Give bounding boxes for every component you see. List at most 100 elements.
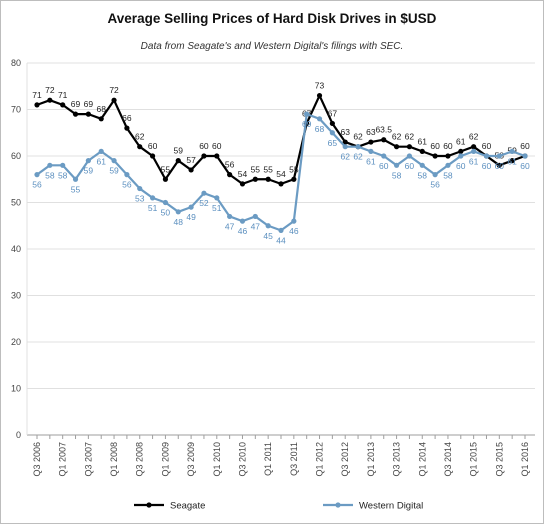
- data-label: 62: [353, 152, 363, 162]
- legend-item: Seagate: [134, 501, 205, 512]
- data-label: 63: [340, 127, 350, 137]
- data-label: 60: [212, 141, 222, 151]
- chart-title: Average Selling Prices of Hard Disk Driv…: [107, 11, 437, 26]
- data-point: [393, 144, 400, 150]
- x-tick-label: Q1 2010: [212, 442, 222, 477]
- data-point: [406, 153, 413, 159]
- data-label: 69: [71, 99, 81, 109]
- data-point: [483, 153, 490, 159]
- data-label: 60: [148, 141, 158, 151]
- data-point: [509, 148, 515, 154]
- data-label: 47: [225, 221, 235, 231]
- y-tick-label: 20: [11, 337, 21, 347]
- data-point: [471, 144, 477, 150]
- data-point: [72, 111, 79, 117]
- x-tick-label: Q1 2007: [58, 442, 68, 477]
- data-label: 61: [456, 136, 466, 146]
- data-label: 45: [263, 231, 273, 241]
- data-point: [34, 102, 40, 108]
- data-label: 58: [443, 170, 453, 180]
- data-label: 60: [495, 161, 505, 171]
- data-label: 58: [58, 170, 68, 180]
- data-point: [355, 144, 361, 150]
- y-tick-label: 30: [11, 291, 21, 301]
- data-point: [316, 116, 323, 122]
- data-point: [291, 218, 297, 224]
- x-tick-label: Q3 2007: [83, 442, 93, 477]
- x-tick-label: Q1 2012: [315, 442, 325, 477]
- data-label: 55: [263, 164, 273, 174]
- data-point: [214, 153, 220, 159]
- data-label: 55: [289, 164, 299, 174]
- data-point: [445, 153, 451, 159]
- y-tick-label: 60: [11, 151, 21, 161]
- data-label: 71: [32, 90, 42, 100]
- data-point: [201, 190, 207, 196]
- data-label: 58: [418, 170, 428, 180]
- data-label: 71: [58, 90, 68, 100]
- x-tick-label: Q3 2015: [494, 442, 504, 477]
- data-point: [60, 102, 66, 108]
- data-label: 60: [430, 141, 440, 151]
- data-point: [342, 144, 348, 150]
- data-point: [265, 223, 271, 229]
- data-point: [496, 153, 502, 159]
- data-point: [34, 172, 40, 178]
- data-label: 49: [186, 212, 196, 222]
- data-point: [471, 148, 477, 154]
- data-point: [98, 148, 104, 154]
- data-point: [458, 148, 464, 154]
- data-point: [85, 158, 91, 164]
- data-point: [278, 227, 284, 233]
- data-label: 61: [469, 156, 479, 166]
- data-point: [111, 97, 117, 103]
- data-point: [149, 195, 156, 201]
- data-label: 60: [379, 161, 389, 171]
- x-tick-label: Q3 2012: [340, 442, 350, 477]
- data-label: 51: [148, 203, 158, 213]
- data-label: 69: [302, 119, 312, 129]
- data-label: 61: [418, 136, 428, 146]
- data-point: [432, 172, 438, 178]
- x-tick-label: Q3 2008: [135, 442, 145, 477]
- data-point: [329, 130, 335, 136]
- data-point: [381, 153, 387, 159]
- data-point: [227, 172, 233, 178]
- data-label: 60: [199, 141, 209, 151]
- data-point: [214, 195, 220, 201]
- y-tick-label: 40: [11, 244, 21, 254]
- x-tick-label: Q1 2015: [469, 442, 479, 477]
- data-label: 62: [340, 152, 350, 162]
- data-point: [278, 181, 284, 187]
- data-label: 57: [186, 155, 196, 165]
- data-label: 56: [122, 180, 132, 190]
- data-label: 63: [366, 127, 376, 137]
- data-point: [124, 125, 130, 131]
- y-axis-ticks: 0 10 20 30 40 50 60 70 80: [11, 58, 21, 440]
- data-label: 62: [469, 132, 479, 142]
- data-point: [368, 148, 374, 154]
- data-point: [162, 176, 169, 182]
- legend: Seagate Western Digital: [134, 501, 423, 512]
- data-point: [175, 158, 181, 164]
- data-label: 54: [238, 169, 248, 179]
- data-point: [419, 148, 425, 154]
- data-label: 67: [328, 108, 338, 118]
- data-label: 62: [353, 132, 363, 142]
- data-point: [175, 209, 181, 215]
- data-point: [265, 176, 271, 182]
- y-tick-label: 80: [11, 58, 21, 68]
- data-point: [162, 199, 169, 206]
- data-point: [239, 218, 246, 224]
- data-point: [60, 162, 66, 168]
- data-label: 65: [328, 138, 338, 148]
- x-tick-label: Q1 2013: [366, 442, 376, 477]
- data-point: [85, 111, 91, 117]
- legend-swatch-marker: [335, 502, 341, 508]
- data-point: [342, 139, 348, 145]
- data-label: 63.5: [375, 125, 392, 135]
- data-label: 68: [315, 124, 325, 134]
- data-label: 60: [405, 161, 415, 171]
- data-point: [368, 139, 374, 145]
